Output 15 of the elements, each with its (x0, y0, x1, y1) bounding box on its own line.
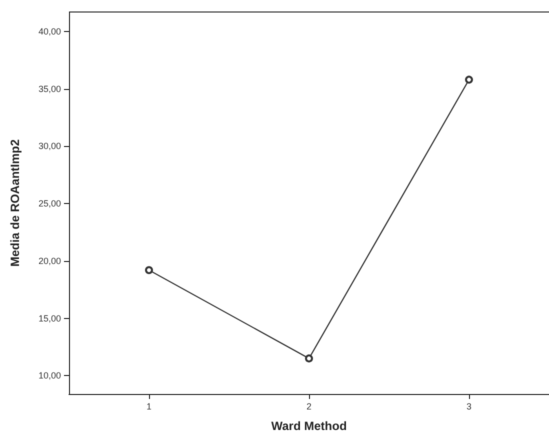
y-tick-label: 25,00 (38, 198, 61, 209)
y-axis-title: Media de ROAantImp2 (8, 139, 22, 267)
x-tick-label: 2 (306, 402, 312, 412)
point (145, 266, 153, 274)
point (465, 76, 473, 84)
y-tick-label: 10,00 (38, 370, 61, 381)
x-tick-label: 1 (146, 402, 152, 412)
y-tick-label: 30,00 (38, 141, 61, 152)
y-tick-label: 35,00 (38, 84, 61, 94)
y-tick-label: 20,00 (38, 256, 61, 266)
point (305, 354, 313, 362)
x-tick-label: 3 (466, 402, 472, 412)
y-tick-label: 15,00 (38, 313, 61, 324)
x-axis-title: Ward Method (271, 419, 347, 433)
y-tick-label: 40,00 (38, 26, 61, 36)
